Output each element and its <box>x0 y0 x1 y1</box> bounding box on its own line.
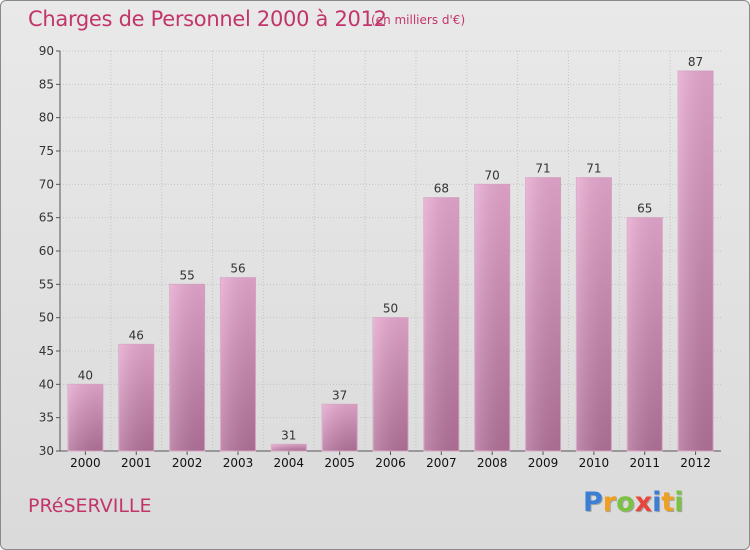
y-tick: 60 <box>39 244 60 258</box>
bar-highlight <box>118 344 154 451</box>
x-tick-label: 2005 <box>324 456 355 470</box>
y-tick-label: 70 <box>39 177 54 191</box>
y-tick: 35 <box>39 411 60 425</box>
chart-title: Charges de Personnel 2000 à 2012 <box>28 7 387 31</box>
logo-letter: x <box>634 487 653 518</box>
y-tick: 55 <box>39 277 60 291</box>
axes: 30 35 40 45 50 55 60 65 70 75 80 85 90 2000 2001 2002 20… <box>39 44 721 470</box>
bar-highlight <box>525 177 561 451</box>
y-tick-label: 85 <box>39 77 54 91</box>
x-tick-label: 2011 <box>629 456 660 470</box>
y-tick-label: 55 <box>39 277 54 291</box>
bar-highlight <box>271 444 307 451</box>
x-tick-label: 2004 <box>274 456 305 470</box>
x-tick-label: 2003 <box>223 456 254 470</box>
logo-letter: P <box>583 487 603 518</box>
logo-letter: i <box>674 487 684 518</box>
y-tick-label: 80 <box>39 111 54 125</box>
y-tick: 80 <box>39 111 60 125</box>
bar-value-labels: 40 46 55 56 31 37 50 68 70 71 71 65 87 <box>78 55 703 442</box>
bar-value-label: 40 <box>78 368 93 382</box>
x-tick-label: 2009 <box>528 456 559 470</box>
bar-value-label: 55 <box>179 268 194 282</box>
bar-highlight <box>474 184 510 452</box>
bar-highlight <box>322 404 358 451</box>
y-tick: 40 <box>39 377 60 391</box>
y-tick-label: 35 <box>39 411 54 425</box>
bar-value-label: 70 <box>485 168 500 182</box>
y-tick: 30 <box>39 444 60 458</box>
x-tick-label: 2001 <box>121 456 152 470</box>
bar-value-label: 31 <box>281 428 296 442</box>
y-tick-label: 40 <box>39 377 54 391</box>
bar-value-label: 50 <box>383 302 398 316</box>
logo-letter: t <box>661 487 675 518</box>
x-tick-label: 2008 <box>477 456 508 470</box>
bar-highlight <box>169 284 205 451</box>
y-tick-label: 65 <box>39 211 54 225</box>
y-tick-label: 30 <box>39 444 54 458</box>
commune-name: PRéSERVILLE <box>28 495 152 517</box>
bar-highlight <box>423 197 459 451</box>
bars <box>67 70 714 452</box>
bar-highlight <box>220 277 256 451</box>
bar-value-label: 65 <box>637 202 652 216</box>
bar-value-label: 56 <box>230 262 245 276</box>
y-tick: 50 <box>39 311 60 325</box>
x-tick-label: 2007 <box>426 456 457 470</box>
y-tick-label: 50 <box>39 311 54 325</box>
y-tick-label: 45 <box>39 344 54 358</box>
logo-letter: i <box>652 487 662 518</box>
bar-value-label: 87 <box>688 55 703 69</box>
y-tick: 70 <box>39 177 60 191</box>
y-tick: 90 <box>39 44 60 58</box>
bar-value-label: 71 <box>586 162 601 176</box>
x-tick-label: 2000 <box>70 456 101 470</box>
logo-letter: r <box>602 487 617 518</box>
bar-value-label: 71 <box>535 162 550 176</box>
bar-highlight <box>373 317 408 451</box>
bar-value-label: 68 <box>434 182 449 196</box>
y-tick: 65 <box>39 211 60 225</box>
x-tick-label: 2012 <box>680 456 711 470</box>
bar-value-label: 46 <box>129 328 144 342</box>
y-tick-label: 75 <box>39 144 54 158</box>
proxiti-logo: Proxiti <box>583 487 684 518</box>
chart-subtitle: (en milliers d'€) <box>371 13 466 27</box>
bar-highlight <box>67 384 103 451</box>
bar-highlight <box>576 177 612 451</box>
logo-letter: o <box>616 487 635 518</box>
bar-highlight <box>678 71 714 451</box>
y-tick: 45 <box>39 344 60 358</box>
x-tick-label: 2006 <box>375 456 406 470</box>
y-tick: 85 <box>39 77 60 91</box>
bar-highlight <box>627 217 663 451</box>
bar-value-label: 37 <box>332 388 347 402</box>
x-tick-label: 2002 <box>172 456 203 470</box>
x-tick-label: 2010 <box>579 456 610 470</box>
y-tick: 75 <box>39 144 60 158</box>
y-tick-label: 90 <box>39 44 54 58</box>
y-tick-label: 60 <box>39 244 54 258</box>
